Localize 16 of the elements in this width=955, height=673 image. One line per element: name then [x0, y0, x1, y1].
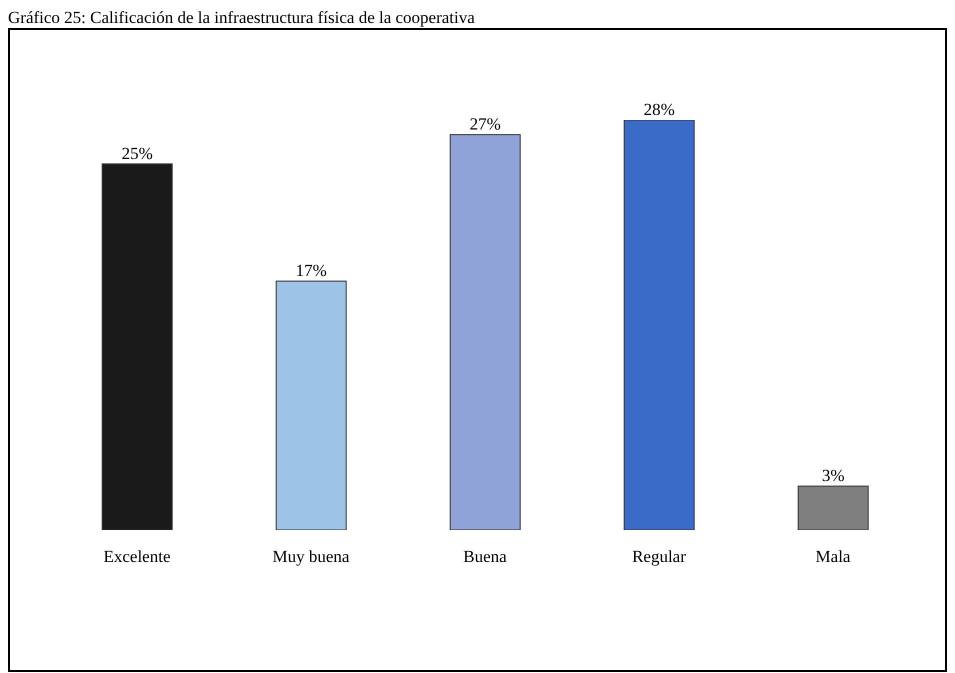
chart-title: Gráfico 25: Calificación de la infraestructura física de la cooperativa: [8, 8, 476, 28]
data-label: 27%: [470, 114, 501, 134]
data-label: 3%: [822, 466, 845, 486]
data-label: 25%: [122, 144, 153, 163]
bar: [276, 280, 347, 530]
bar: [450, 134, 521, 530]
bar: [102, 163, 173, 530]
x-tick-label: Mala: [816, 547, 851, 566]
bar: [798, 486, 869, 530]
x-tick-label: Excelente: [103, 547, 171, 566]
x-tick-label: Muy buena: [272, 547, 350, 566]
data-label: 17%: [296, 261, 327, 280]
x-tick-label: Regular: [632, 547, 686, 566]
data-label: 28%: [644, 100, 675, 119]
x-tick-label: Buena: [463, 547, 508, 566]
bar: [624, 120, 695, 530]
